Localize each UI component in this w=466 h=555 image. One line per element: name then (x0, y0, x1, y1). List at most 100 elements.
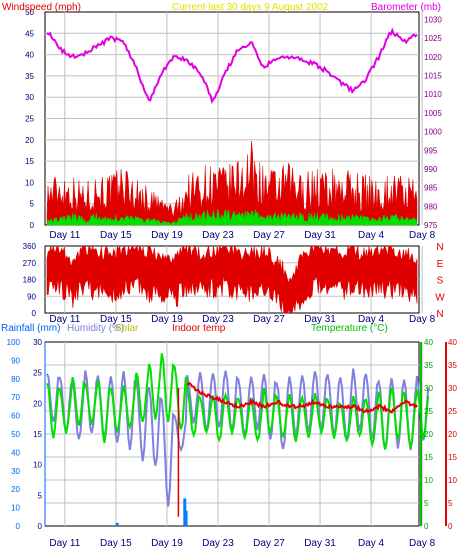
x-tick-label: Day 27 (253, 538, 285, 549)
x-tick-label: Day 19 (151, 538, 183, 549)
compass-tick-label: W (435, 292, 445, 303)
left_ticks_outer-tick-label: 50 (11, 430, 20, 439)
windspeed-axis-label: Windspeed (mph) (2, 2, 81, 13)
x-tick-label: Day 11 (49, 230, 80, 241)
left_ticks-tick-label: 0 (30, 221, 35, 230)
series-temperature-c (46, 353, 430, 450)
right_ticks-tick-label: 1030 (424, 15, 442, 24)
left_ticks-tick-label: 30 (25, 93, 34, 102)
temp-series (46, 353, 430, 526)
left_ticks_outer-tick-label: 70 (11, 393, 20, 402)
x-tick-label: Day 8 (409, 314, 436, 325)
left_ticks-tick-label: 45 (25, 29, 34, 38)
wind-baro-series (46, 27, 418, 226)
right_ticks_outer-tick-label: 0 (448, 522, 453, 531)
x-tick-label: Day 4 (358, 314, 385, 325)
x-tick-label: Day 23 (202, 230, 234, 241)
right_ticks-tick-label: 990 (424, 165, 438, 174)
left_ticks_outer-tick-label: 60 (11, 412, 20, 421)
right_ticks_inner-tick-label: 20 (424, 430, 433, 439)
right_ticks_inner-tick-label: 5 (424, 499, 429, 508)
left_ticks-tick-label: 360 (23, 242, 37, 251)
right_ticks_outer-tick-label: 35 (448, 361, 457, 370)
left_ticks_inner-tick-label: 20 (33, 399, 42, 408)
barometer-axis-label: Barometer (mb) (371, 2, 441, 13)
rainfall-axis-label: Rainfall (mm) (1, 323, 60, 334)
x-tick-label: Day 8 (409, 538, 436, 549)
x-tick-label: Day 19 (151, 314, 183, 325)
left_ticks-tick-label: 180 (23, 276, 37, 285)
right_ticks_outer-tick-label: 30 (448, 384, 457, 393)
left_ticks_outer-tick-label: 0 (16, 522, 21, 531)
left_ticks_inner-tick-label: 15 (33, 430, 42, 439)
wind-baro-chart-title: Current last 30 days 9 August 2002 (172, 2, 329, 13)
rainfall-bar (115, 522, 119, 526)
right_ticks-tick-label: 1005 (424, 109, 442, 118)
wind-dir-series (46, 244, 418, 314)
right_ticks-tick-label: 1015 (424, 72, 442, 81)
right_ticks-tick-label: 1000 (424, 128, 442, 137)
left_ticks-tick-label: 25 (25, 115, 34, 124)
indoor-temp-axis-label: Indoor temp (172, 323, 226, 334)
right_ticks-tick-label: 995 (424, 146, 438, 155)
x-tick-label: Day 19 (151, 230, 183, 241)
x-tick-label: Day 31 (304, 314, 336, 325)
right_ticks_inner-tick-label: 35 (424, 361, 433, 370)
left_ticks_outer-tick-label: 20 (11, 485, 20, 494)
left_ticks_inner-tick-label: 5 (38, 491, 43, 500)
right_ticks_inner-tick-label: 15 (424, 453, 433, 462)
right_ticks_inner-tick-label: 0 (424, 522, 429, 531)
left_ticks-tick-label: 0 (32, 309, 37, 318)
right_ticks_inner-tick-label: 30 (424, 384, 433, 393)
humidity-axis-label: Humidity (%) (67, 323, 124, 334)
right_ticks_outer-tick-label: 25 (448, 407, 457, 416)
right_ticks-tick-label: 985 (424, 184, 438, 193)
compass-tick-label: E (437, 259, 444, 270)
right_ticks-tick-label: 1020 (424, 53, 442, 62)
x-tick-label: Day 23 (202, 538, 234, 549)
x-tick-label: Day 23 (202, 314, 234, 325)
compass-tick-label: N (436, 309, 443, 320)
temperature-axis-label: Temperature (°C) (311, 323, 388, 334)
x-tick-label: Day 11 (49, 314, 80, 325)
left_ticks_outer-tick-label: 100 (7, 338, 21, 347)
left_ticks-tick-label: 15 (25, 157, 34, 166)
temp-grid (45, 342, 423, 526)
x-tick-label: Day 11 (49, 538, 80, 549)
left_ticks-tick-label: 40 (25, 51, 34, 60)
right_ticks_inner-tick-label: 40 (424, 338, 433, 347)
left_ticks_inner-tick-label: 25 (33, 369, 42, 378)
left_ticks_inner-tick-label: 30 (33, 338, 42, 347)
left_ticks_outer-tick-label: 90 (11, 356, 20, 365)
left_ticks_inner-tick-label: 0 (38, 522, 43, 531)
x-tick-label: Day 15 (100, 314, 132, 325)
solar-axis-label: Solar (115, 323, 139, 334)
series-wind-direction (46, 244, 418, 314)
left_ticks_outer-tick-label: 80 (11, 375, 20, 384)
series-windspeed (46, 140, 418, 226)
series-barometer (46, 27, 418, 105)
series-windspeed-average (46, 208, 418, 226)
x-tick-label: Day 15 (100, 230, 132, 241)
right_ticks-tick-label: 980 (424, 202, 438, 211)
series-indoor-temp (186, 382, 418, 414)
left_ticks-tick-label: 10 (25, 178, 34, 187)
x-tick-label: Day 15 (100, 538, 132, 549)
compass-tick-label: N (436, 242, 443, 253)
left_ticks-tick-label: 35 (25, 72, 34, 81)
compass-tick-label: S (437, 276, 444, 287)
right_ticks-tick-label: 975 (424, 221, 438, 230)
x-tick-label: Day 31 (304, 538, 336, 549)
left_ticks-tick-label: 90 (27, 292, 36, 301)
x-tick-label: Day 8 (409, 230, 436, 241)
right_ticks_outer-tick-label: 20 (448, 430, 457, 439)
x-tick-label: Day 27 (253, 314, 285, 325)
left_ticks-tick-label: 270 (23, 259, 37, 268)
right_ticks_inner-tick-label: 25 (424, 407, 433, 416)
x-tick-label: Day 31 (304, 230, 336, 241)
rainfall-bar (184, 510, 188, 526)
x-tick-label: Day 27 (253, 230, 285, 241)
series-humidity (46, 368, 430, 507)
